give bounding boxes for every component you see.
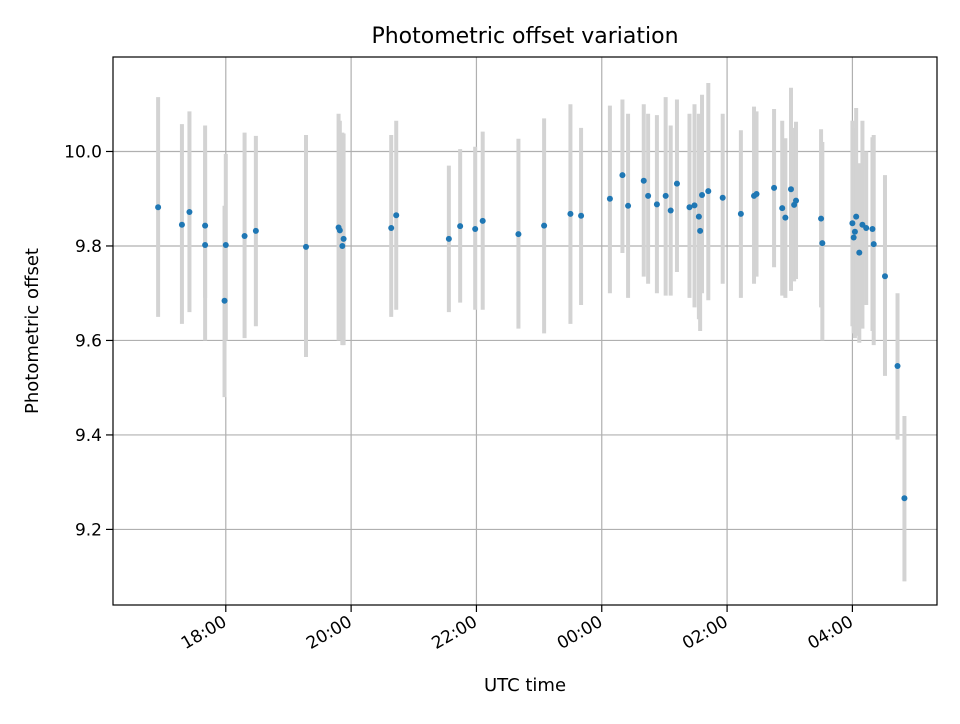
chart-title: Photometric offset variation (371, 24, 678, 49)
data-point (782, 214, 789, 221)
data-point (186, 208, 193, 215)
data-point (869, 225, 876, 232)
data-point (578, 212, 585, 219)
data-point (339, 242, 346, 249)
data-point (753, 191, 760, 197)
y-tick-label: 9.6 (75, 331, 102, 351)
data-point (336, 227, 343, 234)
x-axis-label: UTC time (484, 675, 566, 696)
y-tick-label: 9.2 (75, 520, 102, 540)
data-point (851, 228, 858, 235)
y-axis: 9.2 9.4 9.6 9.8 10.0 (64, 142, 113, 540)
data-point (515, 231, 522, 238)
data-point (691, 202, 698, 209)
data-point (853, 213, 860, 220)
data-point (445, 235, 452, 242)
y-tick-label: 10.0 (64, 142, 102, 162)
data-point (541, 222, 548, 229)
data-point (870, 241, 877, 248)
data-point (856, 249, 863, 256)
data-point (771, 184, 778, 191)
data-point (662, 192, 669, 199)
data-point (705, 188, 712, 195)
data-point (457, 223, 464, 230)
y-tick-label: 9.8 (75, 237, 102, 257)
data-point (640, 177, 647, 184)
y-tick-label: 9.4 (75, 426, 102, 446)
data-point (719, 194, 726, 201)
data-point (625, 202, 632, 209)
data-point (667, 207, 674, 214)
data-point (787, 186, 794, 193)
data-point (472, 225, 479, 232)
data-point (793, 197, 800, 204)
data-point (202, 242, 209, 249)
data-point (302, 243, 309, 250)
data-points (155, 172, 908, 502)
data-point (779, 205, 786, 212)
data-point (340, 235, 347, 242)
data-point (606, 195, 613, 202)
data-point (393, 212, 400, 219)
data-point (619, 172, 626, 179)
data-point (155, 204, 162, 211)
data-point (479, 217, 486, 224)
data-point (567, 210, 574, 217)
data-point (881, 273, 888, 280)
data-point (222, 242, 229, 249)
y-axis-label: Photometric offset (22, 248, 43, 414)
data-point (901, 495, 908, 502)
data-point (202, 222, 209, 229)
data-point (252, 227, 259, 234)
data-point (737, 210, 744, 217)
data-point (818, 215, 825, 222)
data-point (894, 362, 901, 369)
plot-frame (112, 56, 938, 606)
data-point (695, 213, 702, 220)
data-point (819, 240, 826, 247)
data-point (850, 234, 857, 241)
data-point (221, 297, 228, 304)
data-point (849, 220, 856, 227)
data-point (241, 233, 248, 240)
data-point (863, 225, 870, 232)
data-point (645, 192, 652, 199)
data-point (653, 201, 660, 208)
data-point (699, 191, 706, 198)
data-point (697, 227, 704, 234)
data-point (178, 221, 185, 228)
data-point (686, 204, 693, 211)
data-point (673, 180, 680, 187)
data-point (388, 225, 395, 232)
